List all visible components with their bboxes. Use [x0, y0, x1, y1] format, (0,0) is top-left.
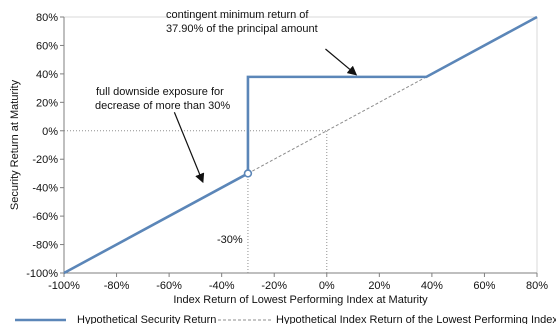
annotation-downside-exposure: full downside exposure for decrease of mo…	[95, 86, 230, 112]
x-tick-label: -80%	[104, 280, 130, 292]
annotation-line: full downside exposure for	[96, 86, 224, 98]
x-tick-label: 0%	[319, 280, 335, 292]
x-tick-label: -40%	[209, 280, 235, 292]
y-tick-label: -40%	[32, 183, 58, 195]
y-tick-label: 60%	[36, 40, 58, 52]
x-tick-label: 60%	[473, 280, 495, 292]
series-line-index-return	[247, 76, 427, 174]
annotation-contingent-return: contingent minimum return of 37.90% of th…	[166, 9, 318, 35]
annotation-line: contingent minimum return of	[166, 9, 309, 21]
series-line-security-return	[63, 15, 538, 275]
y-tick-label: 0%	[42, 126, 58, 138]
y-axis-title: Security Return at Maturity	[9, 79, 21, 210]
y-tick-label: 40%	[36, 69, 58, 81]
annotation-line: 37.90% of the principal amount	[166, 23, 318, 35]
x-tick-label: -60%	[156, 280, 182, 292]
y-tick-label: 80%	[36, 12, 58, 24]
y-tick-label: -80%	[32, 240, 58, 252]
legend-label-security-return: Hypothetical Security Return	[77, 314, 216, 324]
x-tick-label: -100%	[48, 280, 80, 292]
barrier-marker	[243, 169, 253, 178]
annotation-barrier-label: -30%	[217, 234, 243, 246]
y-tick-label: -20%	[32, 154, 58, 166]
x-tick-label: 80%	[526, 280, 548, 292]
annotation-line: decrease of more than 30%	[95, 100, 230, 112]
x-tick-label: -20%	[261, 280, 287, 292]
annotation-arrow-downside	[173, 112, 205, 184]
x-tick-label: 20%	[368, 280, 390, 292]
annotation-arrow-contingent	[325, 48, 358, 76]
y-tick-label: -100%	[26, 268, 58, 280]
legend-label-index-return: Hypothetical Index Return of the Lowest …	[276, 314, 556, 324]
y-tick-label: -60%	[32, 211, 58, 223]
x-tick-label: 40%	[421, 280, 443, 292]
x-axis-title: Index Return of Lowest Performing Index …	[173, 294, 428, 306]
y-tick-label: 20%	[36, 97, 58, 109]
